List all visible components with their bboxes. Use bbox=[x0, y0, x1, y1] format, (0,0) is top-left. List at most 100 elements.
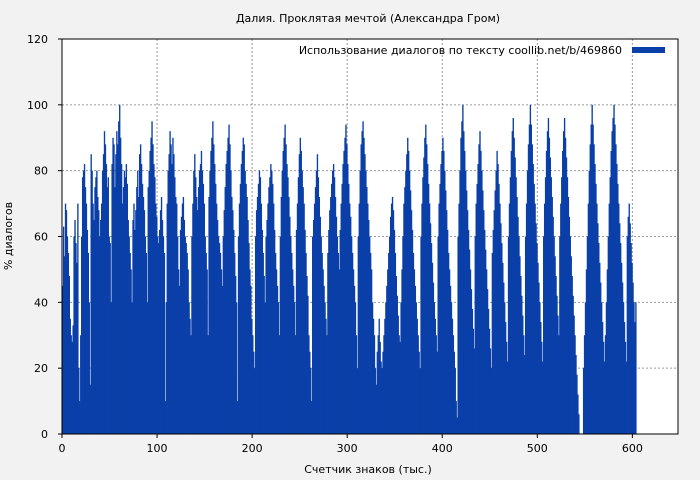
bar bbox=[470, 289, 473, 434]
bar bbox=[347, 164, 349, 435]
bar bbox=[504, 322, 507, 434]
bar bbox=[192, 203, 194, 434]
bar bbox=[549, 157, 552, 434]
bar bbox=[338, 269, 340, 434]
bar bbox=[125, 164, 128, 435]
bar bbox=[76, 262, 78, 434]
bar bbox=[252, 335, 254, 434]
bar bbox=[304, 229, 306, 434]
bar bbox=[588, 170, 590, 434]
bar bbox=[328, 229, 330, 434]
bar bbox=[285, 144, 287, 435]
bar bbox=[543, 236, 545, 434]
bar bbox=[593, 144, 595, 435]
bar bbox=[514, 157, 516, 434]
bar bbox=[428, 203, 431, 434]
bar bbox=[114, 187, 116, 434]
bar bbox=[78, 368, 80, 434]
legend-swatch bbox=[632, 47, 665, 53]
bar bbox=[216, 220, 219, 434]
bar bbox=[207, 335, 209, 434]
bar bbox=[187, 269, 189, 434]
bar bbox=[617, 183, 619, 434]
bar bbox=[423, 157, 425, 434]
bar bbox=[77, 203, 79, 434]
bar bbox=[508, 203, 511, 434]
bar bbox=[131, 302, 133, 434]
bar bbox=[400, 302, 402, 434]
bar bbox=[177, 236, 179, 434]
bar bbox=[361, 131, 363, 434]
bar bbox=[65, 210, 68, 434]
bar bbox=[503, 282, 505, 434]
bar bbox=[234, 252, 236, 434]
bar bbox=[282, 150, 284, 434]
bar bbox=[121, 203, 124, 434]
bar bbox=[619, 223, 621, 434]
bar bbox=[340, 203, 342, 434]
bar bbox=[527, 144, 530, 435]
bar bbox=[582, 368, 585, 434]
bar bbox=[396, 295, 398, 434]
bar bbox=[275, 269, 278, 434]
bar bbox=[449, 285, 452, 434]
bar bbox=[147, 187, 149, 434]
bar bbox=[244, 170, 246, 434]
bar bbox=[152, 144, 154, 435]
bar bbox=[471, 308, 474, 434]
bar bbox=[367, 203, 369, 434]
bar bbox=[379, 341, 381, 434]
bar bbox=[547, 118, 550, 434]
bar bbox=[146, 302, 148, 434]
bar bbox=[171, 164, 173, 435]
bar bbox=[438, 203, 440, 434]
bar bbox=[376, 351, 379, 434]
bar bbox=[120, 164, 123, 435]
bar bbox=[533, 183, 535, 434]
bar bbox=[402, 236, 404, 434]
bar bbox=[344, 137, 346, 434]
bar bbox=[378, 318, 380, 434]
bar bbox=[425, 124, 427, 434]
bar bbox=[312, 220, 315, 434]
bar bbox=[107, 177, 109, 434]
bar bbox=[88, 302, 90, 434]
bar bbox=[440, 164, 442, 435]
bar bbox=[571, 276, 573, 434]
bar bbox=[385, 302, 387, 434]
bar bbox=[111, 164, 113, 435]
bar bbox=[590, 124, 592, 434]
bar bbox=[292, 269, 294, 434]
bar bbox=[459, 170, 461, 434]
bar bbox=[635, 302, 637, 434]
bar bbox=[563, 118, 566, 434]
bar bbox=[584, 302, 587, 434]
bar bbox=[455, 401, 457, 434]
bar bbox=[222, 236, 225, 434]
bar bbox=[194, 154, 196, 435]
bar bbox=[419, 368, 421, 434]
bar bbox=[602, 341, 605, 434]
bar bbox=[417, 335, 419, 434]
bar bbox=[570, 256, 572, 434]
bar bbox=[115, 154, 117, 435]
bar bbox=[81, 236, 83, 434]
bar bbox=[628, 203, 630, 434]
bar bbox=[359, 170, 361, 434]
bar bbox=[70, 335, 72, 434]
bar bbox=[422, 177, 424, 434]
bar bbox=[498, 183, 500, 434]
bar bbox=[331, 170, 334, 434]
bar bbox=[482, 190, 484, 434]
bar bbox=[456, 417, 458, 434]
bar bbox=[630, 243, 632, 434]
bar bbox=[235, 276, 237, 434]
bar bbox=[393, 229, 396, 434]
bar bbox=[512, 118, 514, 434]
bar bbox=[241, 150, 244, 434]
bar bbox=[500, 223, 502, 434]
bar bbox=[560, 203, 562, 434]
bar bbox=[329, 210, 331, 434]
bar bbox=[526, 170, 529, 434]
bar bbox=[437, 236, 439, 434]
